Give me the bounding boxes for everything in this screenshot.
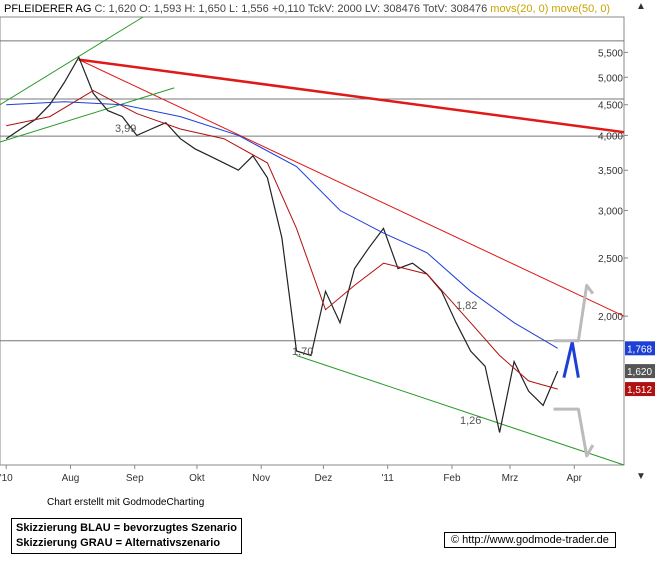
y-tick-label-4: 3,500 [598, 166, 623, 177]
trendline-4 [0, 87, 175, 143]
y-tick-label-0: 5,500 [598, 48, 623, 59]
scroll-down-icon[interactable]: ▼ [636, 471, 646, 482]
x-tick-label-0: '10 [0, 473, 13, 484]
annotation-1-82: 1,82 [456, 300, 477, 312]
series [5, 55, 559, 433]
x-tick-label-7: Feb [443, 473, 461, 484]
y-tick-label-2: 4,500 [598, 101, 623, 112]
series-line-0 [5, 55, 559, 433]
price-label-bg-1 [625, 364, 655, 379]
source-url[interactable]: © http://www.godmode-trader.de [444, 532, 616, 548]
legend-blue: Skizzierung BLAU = bevorzugtes Szenario [16, 522, 237, 534]
scenario-grey-down [553, 407, 595, 458]
x-ticks: '10 Aug Sep Okt Nov Dez '11 Feb Mrz Apr [0, 465, 583, 484]
x-tick-label-5: Dez [315, 473, 333, 484]
x-tick-label-2: Sep [126, 473, 144, 484]
y-tick-label-5: 3,000 [598, 206, 623, 217]
price-label-1: 1,620 [627, 367, 652, 378]
scenario-grey [553, 283, 595, 343]
price-label-bg-2 [625, 382, 655, 397]
y-tick-label-1: 5,000 [598, 73, 623, 84]
scenario-legend: Skizzierung BLAU = bevorzugtes Szenario … [11, 518, 242, 554]
annotation-3-99: 3,99 [115, 123, 136, 135]
ohlc-readout: C: 1,620 O: 1,593 H: 1,650 L: 1,556 +0,1… [94, 3, 487, 15]
annotation-1-70: 1,70 [292, 346, 313, 358]
x-tick-label-8: Mrz [502, 473, 519, 484]
plot-area [0, 16, 625, 466]
y-ticks: 5,500 5,000 4,500 4,000 3,500 3,000 2,500 2,000 [598, 48, 628, 323]
x-tick-label-1: Aug [62, 473, 80, 484]
chart-header: PFLEIDERER AG C: 1,620 O: 1,593 H: 1,650… [4, 3, 610, 15]
y-tick-label-6: 2,500 [598, 254, 623, 265]
stock-name: PFLEIDERER AG [4, 3, 91, 15]
y-tick-label-7: 2,000 [598, 312, 623, 323]
x-tick-label-9: Apr [566, 473, 582, 484]
legend-grey: Skizzierung GRAU = Alternativszenario [16, 537, 221, 549]
annotation-1-26: 1,26 [460, 415, 481, 427]
price-label-2: 1,512 [627, 385, 652, 396]
y-tick-label-3: 4,000 [598, 131, 623, 142]
trendline-1 [78, 59, 625, 317]
price-labels: 1,768 1,620 1,512 [625, 341, 655, 397]
x-tick-label-6: '11 [382, 473, 395, 484]
trendline-2 [296, 354, 625, 466]
series-line-1 [6, 90, 558, 390]
trendlines [0, 16, 625, 466]
trendline-3 [0, 16, 144, 106]
horizontal-levels [0, 40, 624, 342]
price-label-0: 1,768 [627, 344, 652, 355]
trendline-0 [78, 58, 625, 134]
series-line-2 [6, 101, 558, 349]
scenario-sketches [553, 283, 595, 458]
price-label-bg-0 [625, 341, 655, 356]
scroll-up-icon[interactable]: ▲ [636, 1, 646, 12]
ma-legend: movs(20, 0) move(50, 0) [490, 3, 610, 15]
chart-credit: Chart erstellt mit GodmodeCharting [47, 497, 205, 508]
x-tick-label-3: Okt [189, 473, 205, 484]
scenario-blue [562, 340, 580, 378]
x-tick-label-4: Nov [252, 473, 270, 484]
